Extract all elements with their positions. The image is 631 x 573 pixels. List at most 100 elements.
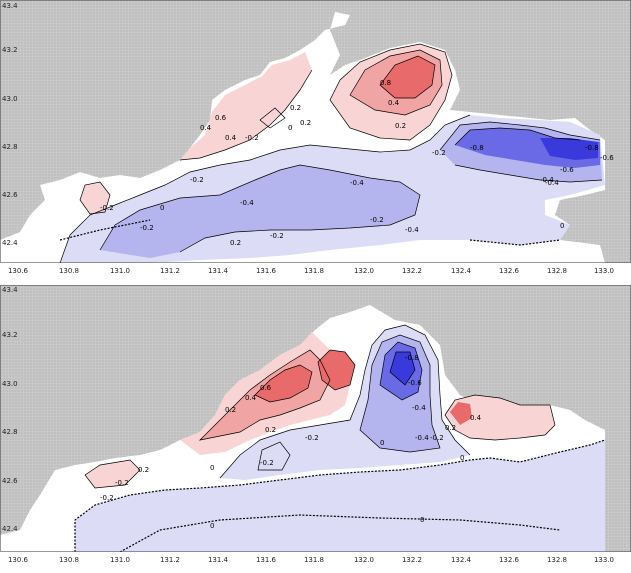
- y-tick-label: 42.4: [2, 525, 18, 533]
- contour-label: 0: [560, 222, 564, 230]
- contour-label: -0.2: [100, 204, 114, 212]
- negative-deep-region-central: [390, 352, 415, 385]
- coastline-dashed: [59, 219, 561, 246]
- y-tick-label: 43.4: [2, 2, 18, 10]
- contour-lines: [59, 43, 603, 263]
- y-tick-label: 43.0: [2, 95, 18, 103]
- positive-mid-region-east: [450, 402, 472, 425]
- negative-light-region: [75, 440, 605, 552]
- contour-label: 0.6: [215, 114, 227, 122]
- positive-blob-west: [80, 182, 110, 214]
- positive-light-region-east: [445, 395, 555, 440]
- contour-label: -0.8: [470, 144, 484, 152]
- x-tick-label: 131.8: [304, 267, 324, 275]
- contour-label: 0.2: [445, 424, 456, 432]
- y-tick-label: 43.2: [2, 331, 18, 339]
- contour-label: -0.2: [115, 479, 129, 487]
- contour-label: 0.8: [380, 79, 391, 87]
- contour-label: 0.2: [300, 119, 311, 127]
- contour-label: 0.2: [230, 239, 241, 247]
- y-tick-label: 42.4: [2, 239, 18, 247]
- y-tick-label: 42.8: [2, 428, 18, 436]
- contour-label: -0.2: [140, 224, 154, 232]
- contour-label: 0.2: [265, 426, 276, 434]
- contour-label: -0.2: [270, 232, 284, 240]
- contour-label: 0: [460, 454, 464, 462]
- top-map-panel: [0, 0, 631, 263]
- x-tick-label: 132.6: [499, 267, 520, 275]
- x-tick-label: 132.2: [402, 556, 422, 564]
- bottom-y-axis: 43.4 43.2 43.0 42.8 42.6 42.4: [2, 286, 18, 533]
- x-tick-label: 132.6: [499, 556, 520, 564]
- positive-light-region-west: [180, 52, 312, 160]
- positive-blob-far-west: [85, 460, 140, 488]
- x-tick-label: 133.0: [594, 267, 614, 275]
- negative-mid-region: [100, 165, 420, 258]
- contour-label: 0.2: [138, 466, 149, 474]
- top-y-axis: 43.4 43.2 43.0 42.8 42.6 42.4: [2, 2, 18, 247]
- contour-label: -0.4: [545, 179, 559, 187]
- contour-label: -0.6: [600, 154, 614, 162]
- contour-label: 0.2: [395, 122, 406, 130]
- contour-label: -0.4: [350, 179, 364, 187]
- x-tick-label: 130.8: [59, 556, 79, 564]
- x-tick-label: 131.2: [160, 267, 180, 275]
- contour-label: -0.2: [260, 459, 274, 467]
- negative-deep-region-east: [540, 138, 598, 160]
- contour-label: 0: [420, 516, 424, 524]
- contour-label: 0.4: [470, 414, 482, 422]
- x-tick-label: 131.6: [256, 556, 277, 564]
- y-tick-label: 43.2: [2, 46, 18, 54]
- positive-strong-region-west-2: [318, 350, 355, 390]
- y-tick-label: 42.6: [2, 191, 18, 199]
- x-tick-label: 131.4: [208, 556, 229, 564]
- contour-label: -0.2: [245, 134, 259, 142]
- x-tick-label: 132.0: [354, 267, 374, 275]
- bottom-contour-labels: -0.20.20.40.60.2-0.2-0.8-0.6-0.4-0.2-0.4…: [100, 354, 482, 530]
- contour-label: 0.4: [200, 124, 212, 132]
- contour-label: -0.4: [240, 199, 254, 207]
- contour-label: 0: [210, 464, 214, 472]
- x-tick-label: 132.0: [354, 556, 374, 564]
- contour-label: 0: [160, 204, 164, 212]
- x-tick-label: 130.6: [8, 556, 29, 564]
- positive-strong-region-central: [380, 56, 435, 98]
- contour-label: -0.8: [405, 354, 419, 362]
- positive-strong-region-west: [255, 365, 312, 402]
- contour-label: -0.2: [100, 494, 114, 502]
- x-tick-label: 131.4: [208, 267, 229, 275]
- contour-label: -0.2: [305, 434, 319, 442]
- y-tick-label: 42.8: [2, 143, 18, 151]
- contour-label: -0.6: [408, 379, 422, 387]
- zero-contour-dashed: [74, 439, 606, 552]
- contour-label: 0.4: [245, 394, 257, 402]
- contour-label: -0.4: [415, 434, 429, 442]
- x-tick-label: 132.8: [547, 556, 567, 564]
- x-tick-label: 131.2: [160, 556, 180, 564]
- contour-label: 0.6: [260, 384, 272, 392]
- x-tick-label: 132.2: [402, 267, 422, 275]
- x-tick-label: 132.8: [547, 267, 567, 275]
- contour-label: 0.2: [290, 104, 301, 112]
- x-tick-label: 132.4: [451, 267, 472, 275]
- contour-label: -0.2: [430, 434, 444, 442]
- contour-label: -0.4: [405, 226, 419, 234]
- x-tick-label: 130.6: [8, 267, 29, 275]
- bottom-x-axis: 130.6 130.8 131.0 131.2 131.4 131.6 131.…: [8, 556, 614, 564]
- top-x-axis: 130.6 130.8 131.0 131.2 131.4 131.6 131.…: [8, 267, 614, 275]
- contour-label: 0.2: [225, 406, 236, 414]
- x-tick-label: 130.8: [59, 267, 79, 275]
- negative-blob-west: [258, 442, 290, 470]
- contour-label: -0.2: [190, 176, 204, 184]
- contour-label: -0.2: [370, 216, 384, 224]
- contour-label: 0.4: [388, 99, 400, 107]
- contour-label: 0: [288, 124, 292, 132]
- contour-label: -0.2: [432, 149, 446, 157]
- contour-label: 0.4: [225, 134, 237, 142]
- x-tick-label: 132.4: [451, 556, 472, 564]
- y-tick-label: 43.4: [2, 286, 18, 294]
- contour-label: -0.4: [540, 176, 554, 184]
- bottom-map-panel: [0, 285, 631, 552]
